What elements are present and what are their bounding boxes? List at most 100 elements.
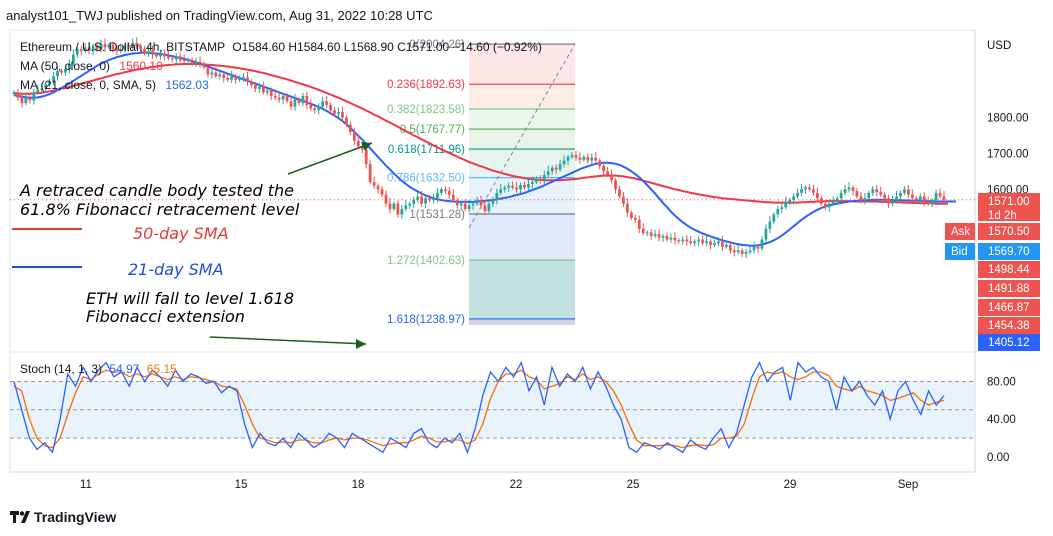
ohlc-values: O1584.60 H1584.60 L1568.90 C1571.00 −14.… [232, 40, 542, 54]
candle-body [475, 200, 479, 204]
price-tag-bg[interactable] [978, 243, 1040, 260]
stoch-axis-tick: 0.00 [987, 452, 1009, 464]
candle-body [194, 61, 198, 64]
fib-zone [469, 44, 575, 85]
price-tag-label: 1491.88 [988, 283, 1030, 295]
price-tag-bg[interactable] [978, 207, 1040, 221]
candle-body [364, 149, 368, 165]
candle-body [895, 196, 898, 201]
candle-body [709, 241, 712, 245]
candle-body [467, 205, 471, 210]
candle-body [495, 192, 499, 201]
candle-body [321, 101, 325, 107]
price-tag-bg[interactable] [978, 317, 1040, 334]
candle-body [190, 60, 194, 64]
candle-body [83, 47, 87, 52]
fib-level-label: 0.618(1711.96) [388, 144, 465, 156]
candle-body [582, 156, 586, 160]
fib-level-label: 0.5(1767.77) [400, 124, 465, 136]
legend-ma21-row: MA (21, close, 0, SMA, 5) 1562.03 [20, 78, 209, 92]
candle-body [867, 192, 871, 199]
candle-body [333, 110, 336, 114]
ma21-legend-label[interactable]: MA (21, close, 0, SMA, 5) [20, 78, 157, 92]
candle-body [717, 241, 720, 244]
candle-body [64, 68, 67, 73]
candle-body [135, 42, 139, 46]
candle-body [408, 203, 412, 206]
candle-body [99, 43, 103, 50]
candle-body [859, 196, 863, 201]
candle-body [269, 90, 273, 96]
price-tag-bg[interactable] [978, 280, 1040, 297]
candle-body [768, 221, 772, 229]
candle-body [784, 201, 788, 208]
price-tag-bg[interactable] [978, 193, 1040, 210]
candle-body [653, 234, 657, 236]
candle-body [839, 192, 843, 199]
price-tag-bg[interactable] [978, 261, 1040, 278]
candle-body [36, 89, 40, 93]
price-tag-label: 1570.50 [988, 226, 1030, 238]
tradingview-logo[interactable]: TradingView [10, 509, 116, 525]
candle-body [372, 182, 376, 186]
candle-body [622, 196, 625, 204]
price-tag-bg[interactable] [945, 243, 975, 260]
candle-body [273, 95, 277, 98]
fib-zone-extension [469, 318, 575, 325]
candle-body [673, 237, 677, 241]
stoch-k-line[interactable] [13, 360, 945, 455]
candle-body [139, 45, 143, 50]
fib-zone [469, 129, 575, 150]
annotation-fall-line2: Fibonacci extension [86, 307, 245, 326]
candle-body [562, 160, 566, 165]
candle-body [907, 189, 910, 195]
candle-body [804, 187, 807, 190]
candle-body [163, 53, 166, 57]
candle-body [178, 56, 182, 61]
candle-body [95, 45, 99, 50]
candle-body [360, 146, 364, 150]
candle-body [384, 194, 388, 204]
candle-body [918, 196, 922, 201]
candle-body [697, 239, 701, 242]
price-tag-bg[interactable] [978, 223, 1040, 240]
candle-body [174, 56, 178, 60]
fib-level-label: 0.786(1632.50) [387, 173, 465, 185]
candle-body [879, 192, 883, 195]
ma50-line[interactable] [13, 63, 948, 205]
price-tag-bg[interactable] [945, 223, 975, 240]
candle-body [40, 88, 44, 90]
stoch-d-line[interactable] [13, 369, 945, 449]
price-tag-label: 1569.70 [988, 246, 1030, 258]
candle-body [313, 108, 317, 111]
candle-body [899, 192, 902, 197]
candle-body [238, 78, 241, 80]
candle-body [503, 187, 507, 190]
candle-body [301, 95, 305, 104]
candle-body [186, 60, 190, 62]
candle-body [693, 241, 697, 244]
candle-body [226, 77, 230, 80]
candle-body [903, 189, 906, 193]
candle-body [602, 165, 606, 172]
candle-body [808, 187, 811, 190]
stoch-legend-label[interactable]: Stoch (14, 1, 3) [20, 362, 103, 376]
tradingview-logo-icon [10, 511, 30, 523]
stoch-d-value: 65.15 [146, 362, 177, 376]
price-tag-bg[interactable] [978, 299, 1040, 316]
candle-body [400, 209, 404, 215]
candle-body [847, 187, 851, 190]
symbol-label[interactable]: Ethereum / U.S. Dollar, 4h, BITSTAMP [20, 40, 225, 54]
candle-body [242, 77, 245, 79]
candle-body [368, 164, 372, 183]
candle-body [578, 157, 582, 160]
ma50-legend-label[interactable]: MA (50, close, 0) [20, 59, 111, 73]
candle-body [515, 187, 518, 190]
stoch-axis-tick: 80.00 [987, 376, 1016, 388]
candle-body [412, 200, 416, 204]
time-axis-label: 15 [235, 479, 248, 491]
candle-body [685, 239, 689, 242]
candle-body [170, 58, 174, 60]
price-tag-bg[interactable] [978, 334, 1040, 351]
